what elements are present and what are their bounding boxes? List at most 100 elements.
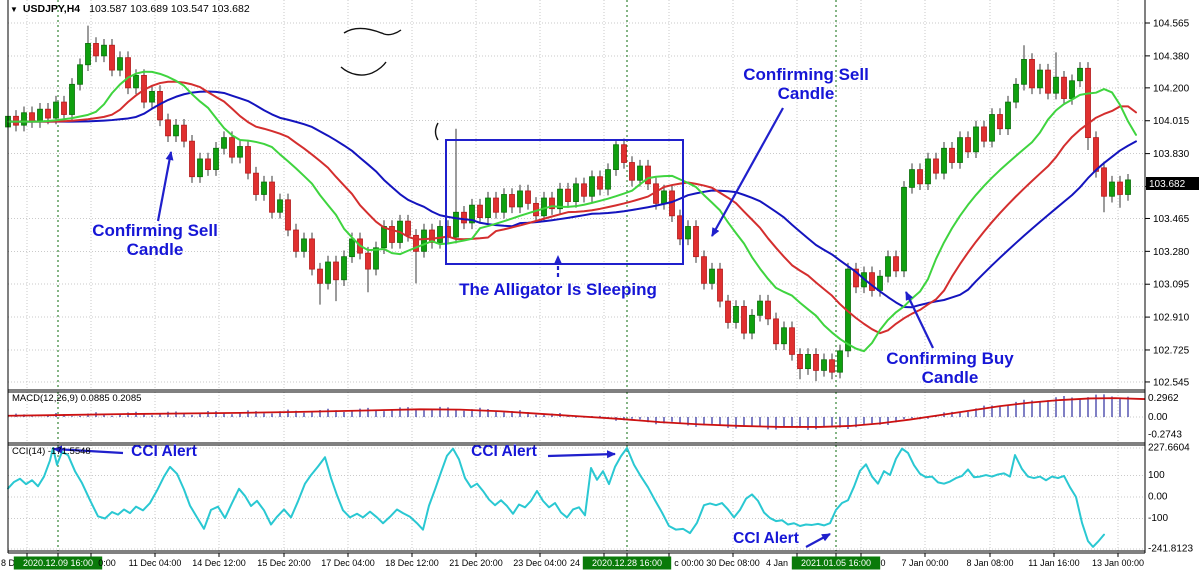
svg-text:104.015: 104.015 <box>1153 116 1190 127</box>
candle <box>101 44 107 57</box>
candle <box>1037 69 1043 89</box>
annotation-text-line: Candle <box>126 239 184 259</box>
svg-text:102.910: 102.910 <box>1153 313 1190 324</box>
svg-text:103.682: 103.682 <box>1149 179 1186 190</box>
svg-text:23 Dec 04:00: 23 Dec 04:00 <box>513 558 567 568</box>
candle <box>813 354 819 371</box>
freehand-scribble <box>343 27 402 36</box>
svg-text:100: 100 <box>1148 470 1165 481</box>
svg-text:0:00: 0:00 <box>98 558 116 568</box>
annotation-text-line: Confirming Sell <box>92 221 218 240</box>
annotation-arrow <box>805 533 831 548</box>
candle <box>421 229 427 252</box>
candle <box>693 226 699 258</box>
svg-text:227.6604: 227.6604 <box>1148 443 1190 454</box>
candle <box>701 256 707 284</box>
candle <box>821 359 827 371</box>
candle <box>413 234 419 252</box>
cci-line <box>7 446 1105 548</box>
candle <box>253 172 259 195</box>
annotation-arrow <box>53 445 124 455</box>
candle <box>189 140 195 178</box>
candle <box>1021 59 1027 85</box>
annotation-text-line: Confirming Sell <box>743 65 869 84</box>
candle <box>517 190 523 208</box>
candle-wicks <box>7 25 1129 382</box>
svg-text:-0.2743: -0.2743 <box>1148 430 1182 441</box>
candle <box>477 204 483 218</box>
candle <box>509 194 515 208</box>
candle <box>165 119 171 137</box>
candle <box>925 158 931 185</box>
freehand-scribble <box>434 122 439 141</box>
annotation-cci-alert-3: CCI Alert <box>733 530 799 547</box>
session-date-highlight <box>582 556 672 570</box>
candle <box>325 261 331 284</box>
candle <box>245 146 251 174</box>
svg-text:0: 0 <box>880 558 885 568</box>
candle <box>853 268 859 288</box>
candle <box>709 268 715 284</box>
macd-indicator-label: MACD(12,26,9) 0.0885 0.2085 <box>12 393 142 404</box>
svg-text:103.095: 103.095 <box>1153 280 1190 291</box>
svg-text:18 Dec 12:00: 18 Dec 12:00 <box>385 558 439 568</box>
candle <box>1069 80 1075 99</box>
annotation-text-line: Candle <box>777 83 835 103</box>
candle <box>1093 137 1099 172</box>
candle <box>893 256 899 272</box>
candle <box>597 176 603 190</box>
candle <box>149 91 155 103</box>
svg-text:102.545: 102.545 <box>1153 377 1190 388</box>
candle <box>45 108 51 119</box>
candle <box>301 238 307 252</box>
candle <box>501 194 507 213</box>
panel-borders <box>7 0 1146 554</box>
annotation-text-line: Confirming Buy <box>886 349 1014 368</box>
candle <box>1061 76 1067 99</box>
candle <box>717 268 723 302</box>
alligator-lips-line <box>7 70 1137 353</box>
candle <box>989 114 995 142</box>
annotation-confirming-sell-2: Confirming Sell Candle <box>743 65 869 103</box>
candle <box>261 181 267 195</box>
symbol-dropdown-icon[interactable]: ▼ <box>10 5 18 14</box>
candle <box>237 146 243 158</box>
svg-text:17 Dec 04:00: 17 Dec 04:00 <box>321 558 375 568</box>
time-axis: 8 D 2020.12.09 16:00 0:00 11 Dec 04:00 14 De… <box>1 553 1144 570</box>
svg-text:7 Jan 00:00: 7 Jan 00:00 <box>901 558 948 568</box>
candle <box>437 226 443 243</box>
candle <box>957 137 963 163</box>
alligator-sleeping-box <box>445 139 684 265</box>
candle <box>229 137 235 158</box>
annotation-confirming-buy: Confirming Buy Candle <box>886 349 1014 387</box>
candle <box>725 300 731 323</box>
annotation-confirming-sell-1: Confirming Sell Candle <box>92 221 218 259</box>
candle <box>685 226 691 240</box>
candle <box>285 199 291 231</box>
candle <box>637 165 643 181</box>
svg-text:0.2962: 0.2962 <box>1148 393 1179 404</box>
gridlines <box>8 0 1145 551</box>
ohlc-values: 103.587 103.689 103.547 103.682 <box>89 3 250 15</box>
svg-text:104.380: 104.380 <box>1153 51 1190 62</box>
candle <box>317 268 323 284</box>
candle <box>269 181 275 213</box>
candle <box>429 229 435 243</box>
candle <box>909 169 915 188</box>
candle <box>173 124 179 137</box>
svg-text:103.830: 103.830 <box>1153 149 1190 160</box>
candle <box>1053 76 1059 94</box>
svg-text:11 Dec 04:00: 11 Dec 04:00 <box>129 558 182 568</box>
candle <box>309 238 315 270</box>
candle <box>1045 69 1051 94</box>
candle <box>997 114 1003 130</box>
candle <box>405 220 411 236</box>
svg-text:c 00:00: c 00:00 <box>674 558 704 568</box>
svg-text:-241.8123: -241.8123 <box>1148 543 1193 554</box>
candle <box>645 165 651 185</box>
candle <box>565 188 571 202</box>
candle <box>797 354 803 370</box>
annotation-text-line: Candle <box>921 367 979 387</box>
